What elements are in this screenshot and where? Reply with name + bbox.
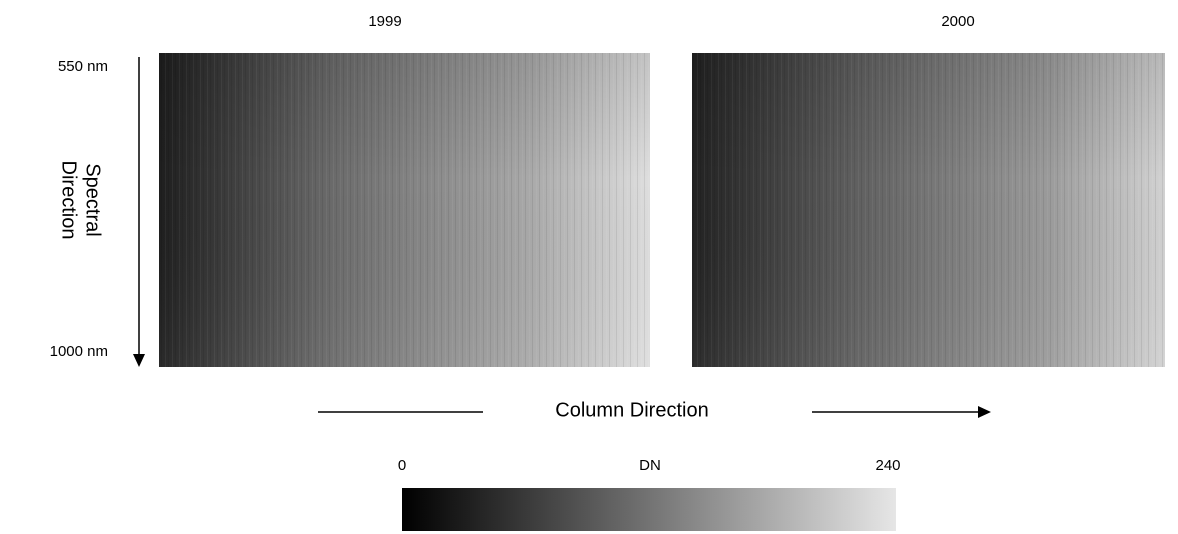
colorbar: [402, 488, 896, 531]
spectral-arrow: [133, 57, 145, 367]
spectral-title: Spectral Direction: [58, 161, 104, 240]
column-arrow: [812, 406, 991, 418]
colorbar-max: 240: [875, 457, 900, 474]
colorbar-min: 0: [398, 457, 406, 474]
axis-bottom-label: 1000 nm: [50, 343, 108, 360]
axis-title: Column Direction: [555, 399, 708, 421]
image-1999: [159, 53, 650, 367]
axis-top-label: 550 nm: [58, 58, 108, 75]
panel-title: 1999: [368, 13, 401, 30]
panel-title: 2000: [941, 13, 974, 30]
image-2000: [692, 53, 1165, 367]
axis-title-line: Direction: [58, 161, 80, 240]
axis-title-line: Spectral: [82, 163, 104, 236]
colorbar-label: DN: [639, 457, 661, 474]
